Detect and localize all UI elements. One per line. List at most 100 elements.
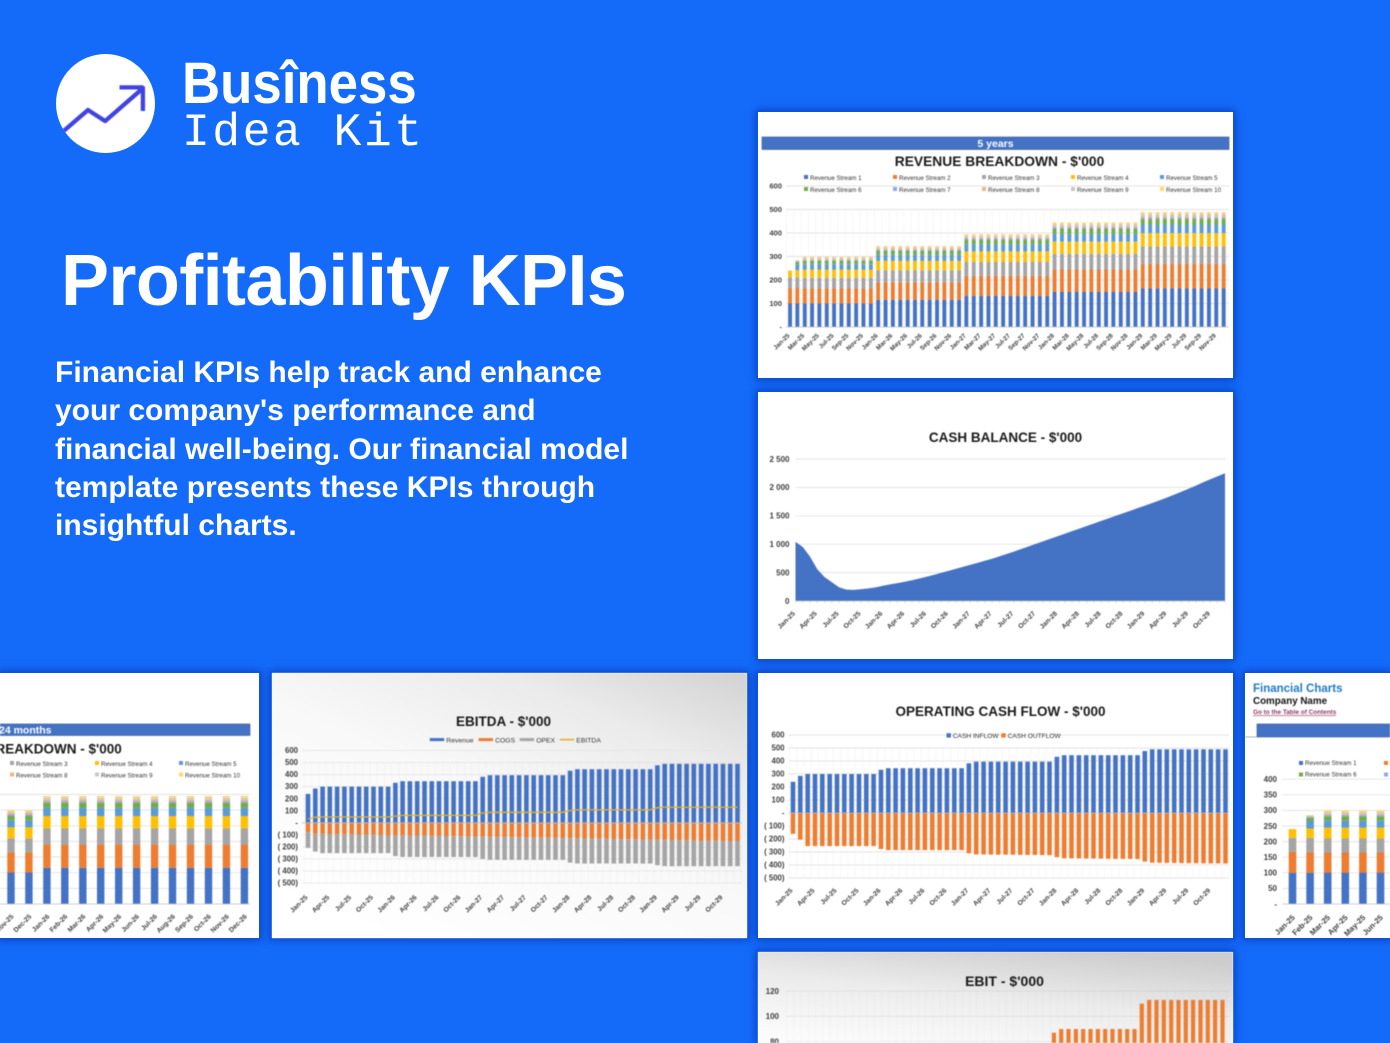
svg-text:( 300): ( 300) — [278, 855, 299, 864]
svg-text:Revenue Stream 1: Revenue Stream 1 — [810, 175, 862, 182]
svg-text:( 300): ( 300) — [764, 848, 785, 857]
svg-text:300: 300 — [771, 770, 785, 779]
svg-text:Oct-27: Oct-27 — [1017, 610, 1037, 630]
svg-text:-: - — [782, 809, 785, 818]
svg-text:120: 120 — [766, 987, 780, 996]
svg-text:Revenue Stream 1: Revenue Stream 1 — [1305, 760, 1357, 767]
svg-text:CASH OUTFLOW: CASH OUTFLOW — [1008, 733, 1062, 740]
svg-text:200: 200 — [285, 794, 299, 803]
svg-text:Apr-28: Apr-28 — [1061, 610, 1081, 630]
svg-text:100: 100 — [285, 806, 299, 815]
svg-text:Jan-26: Jan-26 — [864, 610, 884, 630]
svg-text:Jun-25: Jun-25 — [1361, 913, 1386, 938]
svg-text:1 500: 1 500 — [769, 512, 790, 521]
svg-text:( 400): ( 400) — [764, 861, 785, 870]
svg-text:REVENUE BREAKDOWN - $'000: REVENUE BREAKDOWN - $'000 — [895, 154, 1105, 169]
svg-text:Jul-28: Jul-28 — [1083, 887, 1102, 906]
svg-text:400: 400 — [769, 229, 782, 238]
svg-text:Feb-26: Feb-26 — [49, 913, 70, 934]
svg-text:Revenue Stream 5: Revenue Stream 5 — [1166, 175, 1218, 182]
svg-text:100: 100 — [771, 796, 785, 805]
svg-text:OPEX: OPEX — [536, 738, 555, 745]
svg-text:Revenue Stream 2: Revenue Stream 2 — [899, 175, 951, 182]
svg-text:Financial Charts: Financial Charts — [1253, 683, 1342, 695]
svg-text:-: - — [779, 323, 782, 332]
svg-text:200: 200 — [1264, 837, 1278, 846]
svg-text:Apr-27: Apr-27 — [972, 887, 992, 907]
svg-text:Revenue Stream 8: Revenue Stream 8 — [988, 187, 1040, 194]
svg-text:150: 150 — [1264, 853, 1278, 862]
svg-text:Revenue Stream 4: Revenue Stream 4 — [1077, 175, 1129, 182]
svg-text:Jan-25: Jan-25 — [774, 887, 794, 907]
svg-text:400: 400 — [285, 770, 299, 779]
svg-text:Dec-26: Dec-26 — [228, 913, 249, 934]
svg-text:Jul-28: Jul-28 — [1084, 610, 1103, 629]
svg-text:Apr-25: Apr-25 — [796, 887, 816, 907]
svg-text:( 200): ( 200) — [764, 835, 785, 844]
svg-text:Oct-26: Oct-26 — [928, 887, 948, 907]
svg-text:Jan-25: Jan-25 — [777, 610, 797, 630]
svg-text:Jan-29: Jan-29 — [1126, 887, 1146, 907]
svg-text:Jul-27: Jul-27 — [996, 610, 1015, 629]
svg-text:Revenue Stream 4: Revenue Stream 4 — [101, 761, 153, 768]
svg-text:400: 400 — [771, 757, 785, 766]
svg-text:CASH INFLOW: CASH INFLOW — [953, 733, 1000, 740]
svg-text:500: 500 — [769, 205, 782, 214]
svg-text:Revenue Stream 6: Revenue Stream 6 — [1305, 772, 1357, 779]
svg-text:Revenue Stream 6: Revenue Stream 6 — [810, 187, 862, 194]
svg-text:( 500): ( 500) — [278, 879, 299, 888]
svg-text:-: - — [295, 818, 298, 827]
svg-text:Jul-27: Jul-27 — [995, 887, 1014, 906]
svg-text:Jan-29: Jan-29 — [1126, 610, 1146, 630]
svg-text:Jan-27: Jan-27 — [950, 887, 970, 907]
svg-text:Oct-26: Oct-26 — [930, 610, 950, 630]
svg-text:Revenue Stream 10: Revenue Stream 10 — [1166, 187, 1222, 194]
svg-text:Jan-26: Jan-26 — [31, 913, 51, 933]
svg-text:EBIT - $'000: EBIT - $'000 — [965, 973, 1044, 989]
svg-text:Jul-29: Jul-29 — [1171, 610, 1190, 629]
svg-text:Jan-27: Jan-27 — [951, 610, 971, 630]
svg-text:600: 600 — [771, 731, 785, 740]
svg-text:Company Name: Company Name — [1253, 696, 1328, 707]
svg-text:Revenue Stream 3: Revenue Stream 3 — [988, 175, 1040, 182]
svg-text:CASH BALANCE - $'000: CASH BALANCE - $'000 — [929, 430, 1082, 445]
svg-text:2 500: 2 500 — [769, 455, 790, 464]
svg-text:( 100): ( 100) — [764, 822, 785, 831]
svg-text:80: 80 — [770, 1037, 779, 1043]
svg-text:Apr-26: Apr-26 — [884, 887, 904, 907]
svg-text:Revenue Stream 7: Revenue Stream 7 — [899, 187, 951, 194]
svg-text:Jun-26: Jun-26 — [121, 913, 142, 934]
svg-text:Revenue Stream 9: Revenue Stream 9 — [101, 772, 153, 779]
svg-text:Oct-25: Oct-25 — [841, 887, 861, 907]
svg-text:Go to the Table of Contents: Go to the Table of Contents — [1253, 709, 1337, 716]
svg-text:Apr-26: Apr-26 — [886, 610, 906, 630]
svg-text:300: 300 — [285, 782, 299, 791]
svg-text:May-26: May-26 — [102, 913, 123, 934]
svg-text:Revenue Stream 9: Revenue Stream 9 — [1077, 187, 1129, 194]
svg-text:200: 200 — [769, 276, 782, 285]
svg-text:Oct-27: Oct-27 — [1016, 887, 1036, 907]
svg-text:500: 500 — [776, 568, 790, 577]
svg-text:Revenue Stream 8: Revenue Stream 8 — [16, 772, 68, 779]
svg-text:Apr-29: Apr-29 — [1148, 887, 1168, 907]
svg-text:Mar-26: Mar-26 — [67, 913, 88, 934]
svg-text:Revenue Stream 3: Revenue Stream 3 — [16, 761, 68, 768]
svg-text:Apr-27: Apr-27 — [973, 610, 993, 630]
svg-text:600: 600 — [769, 182, 782, 191]
svg-text:( 500): ( 500) — [764, 874, 785, 883]
svg-text:5 years: 5 years — [977, 138, 1013, 150]
svg-text:OPERATING CASH FLOW - $'000: OPERATING CASH FLOW - $'000 — [896, 704, 1106, 719]
svg-text:300: 300 — [769, 252, 782, 261]
svg-text:250: 250 — [1264, 822, 1278, 831]
svg-text:Jan-26: Jan-26 — [862, 887, 882, 907]
svg-text:Nov-26: Nov-26 — [210, 913, 231, 934]
svg-text:Jul-25: Jul-25 — [822, 610, 841, 629]
svg-text:Jul-29: Jul-29 — [1171, 887, 1190, 906]
svg-text:-: - — [1274, 900, 1277, 909]
svg-text:200: 200 — [771, 783, 785, 792]
svg-text:( 200): ( 200) — [278, 843, 299, 852]
svg-text:COGS: COGS — [495, 738, 515, 745]
svg-text:REAKDOWN - $'000: REAKDOWN - $'000 — [0, 742, 122, 757]
svg-text:Apr-29: Apr-29 — [1148, 610, 1168, 630]
svg-text:( 400): ( 400) — [278, 867, 299, 876]
